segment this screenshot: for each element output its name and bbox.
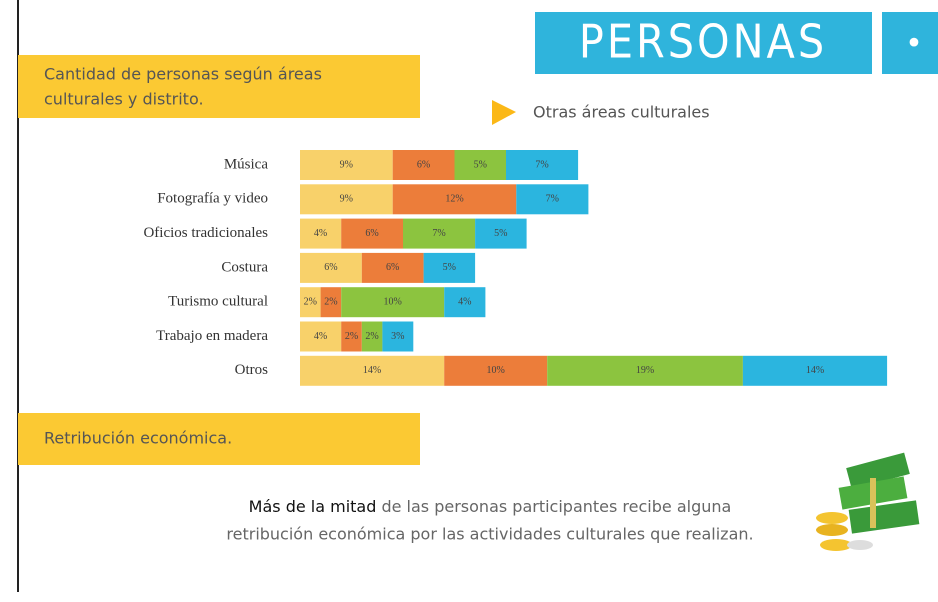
body-rest: de las personas participantes recibe alg… [376,497,731,516]
bar-segment [341,287,445,318]
value-label: 4% [458,296,471,307]
category-label: Otros [235,362,268,378]
value-label: 7% [546,194,559,205]
body-text: Más de la mitad de las personas particip… [249,497,732,516]
body-text: retribución económica por las actividade… [226,525,753,544]
bar-segment [300,355,445,386]
bar-segment [444,287,486,318]
bar-segment [300,287,321,318]
category-label: Costura [221,259,268,275]
value-label: 10% [384,296,402,307]
value-label: 7% [535,159,548,170]
value-label: 4% [314,228,327,239]
section-box [18,55,420,118]
value-label: 2% [365,331,378,342]
bar-segment [341,218,403,249]
value-label: 7% [432,228,445,239]
arrow-icon [492,100,516,125]
value-label: 10% [487,365,505,376]
subtitle: Otras áreas culturales [533,103,710,122]
value-label: 6% [386,262,399,273]
bar-segment [382,321,414,352]
bar-segment [300,184,393,215]
section-title: culturales y distrito. [44,90,204,109]
value-label: 12% [445,194,463,205]
value-label: 19% [636,365,654,376]
bar-segment [392,150,455,180]
value-label: 4% [314,331,327,342]
value-label: 9% [340,194,353,205]
value-label: 6% [324,262,337,273]
category-label: Música [224,156,269,172]
money-icon [816,452,920,551]
bar-segment [341,321,362,352]
value-label: 6% [417,159,430,170]
bar-segment [547,355,743,386]
header-title: PERSONAS [579,15,827,69]
value-label: 2% [304,296,317,307]
bar-segment [475,218,527,249]
bar-segment [300,252,362,283]
header-side-box [882,12,938,74]
header-mark: • [905,27,923,62]
category-label: Oficios tradicionales [143,225,268,241]
bar-segment [403,218,476,249]
bar-segment [361,252,424,283]
category-label: Fotografía y video [157,191,268,207]
value-label: 14% [806,365,824,376]
bar-segment [361,321,383,352]
body-bold: Más de la mitad [249,497,377,516]
value-label: 5% [443,262,456,273]
section-title: Cantidad de personas según áreas [44,65,322,84]
bar-segment [444,355,548,386]
bar-segment [506,150,579,180]
value-label: 2% [345,331,358,342]
bar-segment [300,218,342,249]
bar-segment [454,150,506,180]
section-box [18,413,420,465]
bar-segment [516,184,589,215]
bar-segment [300,150,393,180]
bar-segment [392,184,517,215]
value-label: 5% [494,228,507,239]
bar-segment [320,287,342,318]
header-box [535,12,872,74]
section-title: Retribución económica. [44,429,232,448]
bar-segment [300,321,342,352]
category-label: Trabajo en madera [156,328,268,344]
bar-segment [742,355,888,386]
value-label: 2% [324,296,337,307]
value-label: 9% [340,159,353,170]
value-label: 5% [474,159,487,170]
value-label: 3% [391,331,404,342]
value-label: 6% [365,228,378,239]
category-label: Turismo cultural [168,294,268,310]
value-label: 14% [363,365,381,376]
bar-segment [423,252,476,283]
